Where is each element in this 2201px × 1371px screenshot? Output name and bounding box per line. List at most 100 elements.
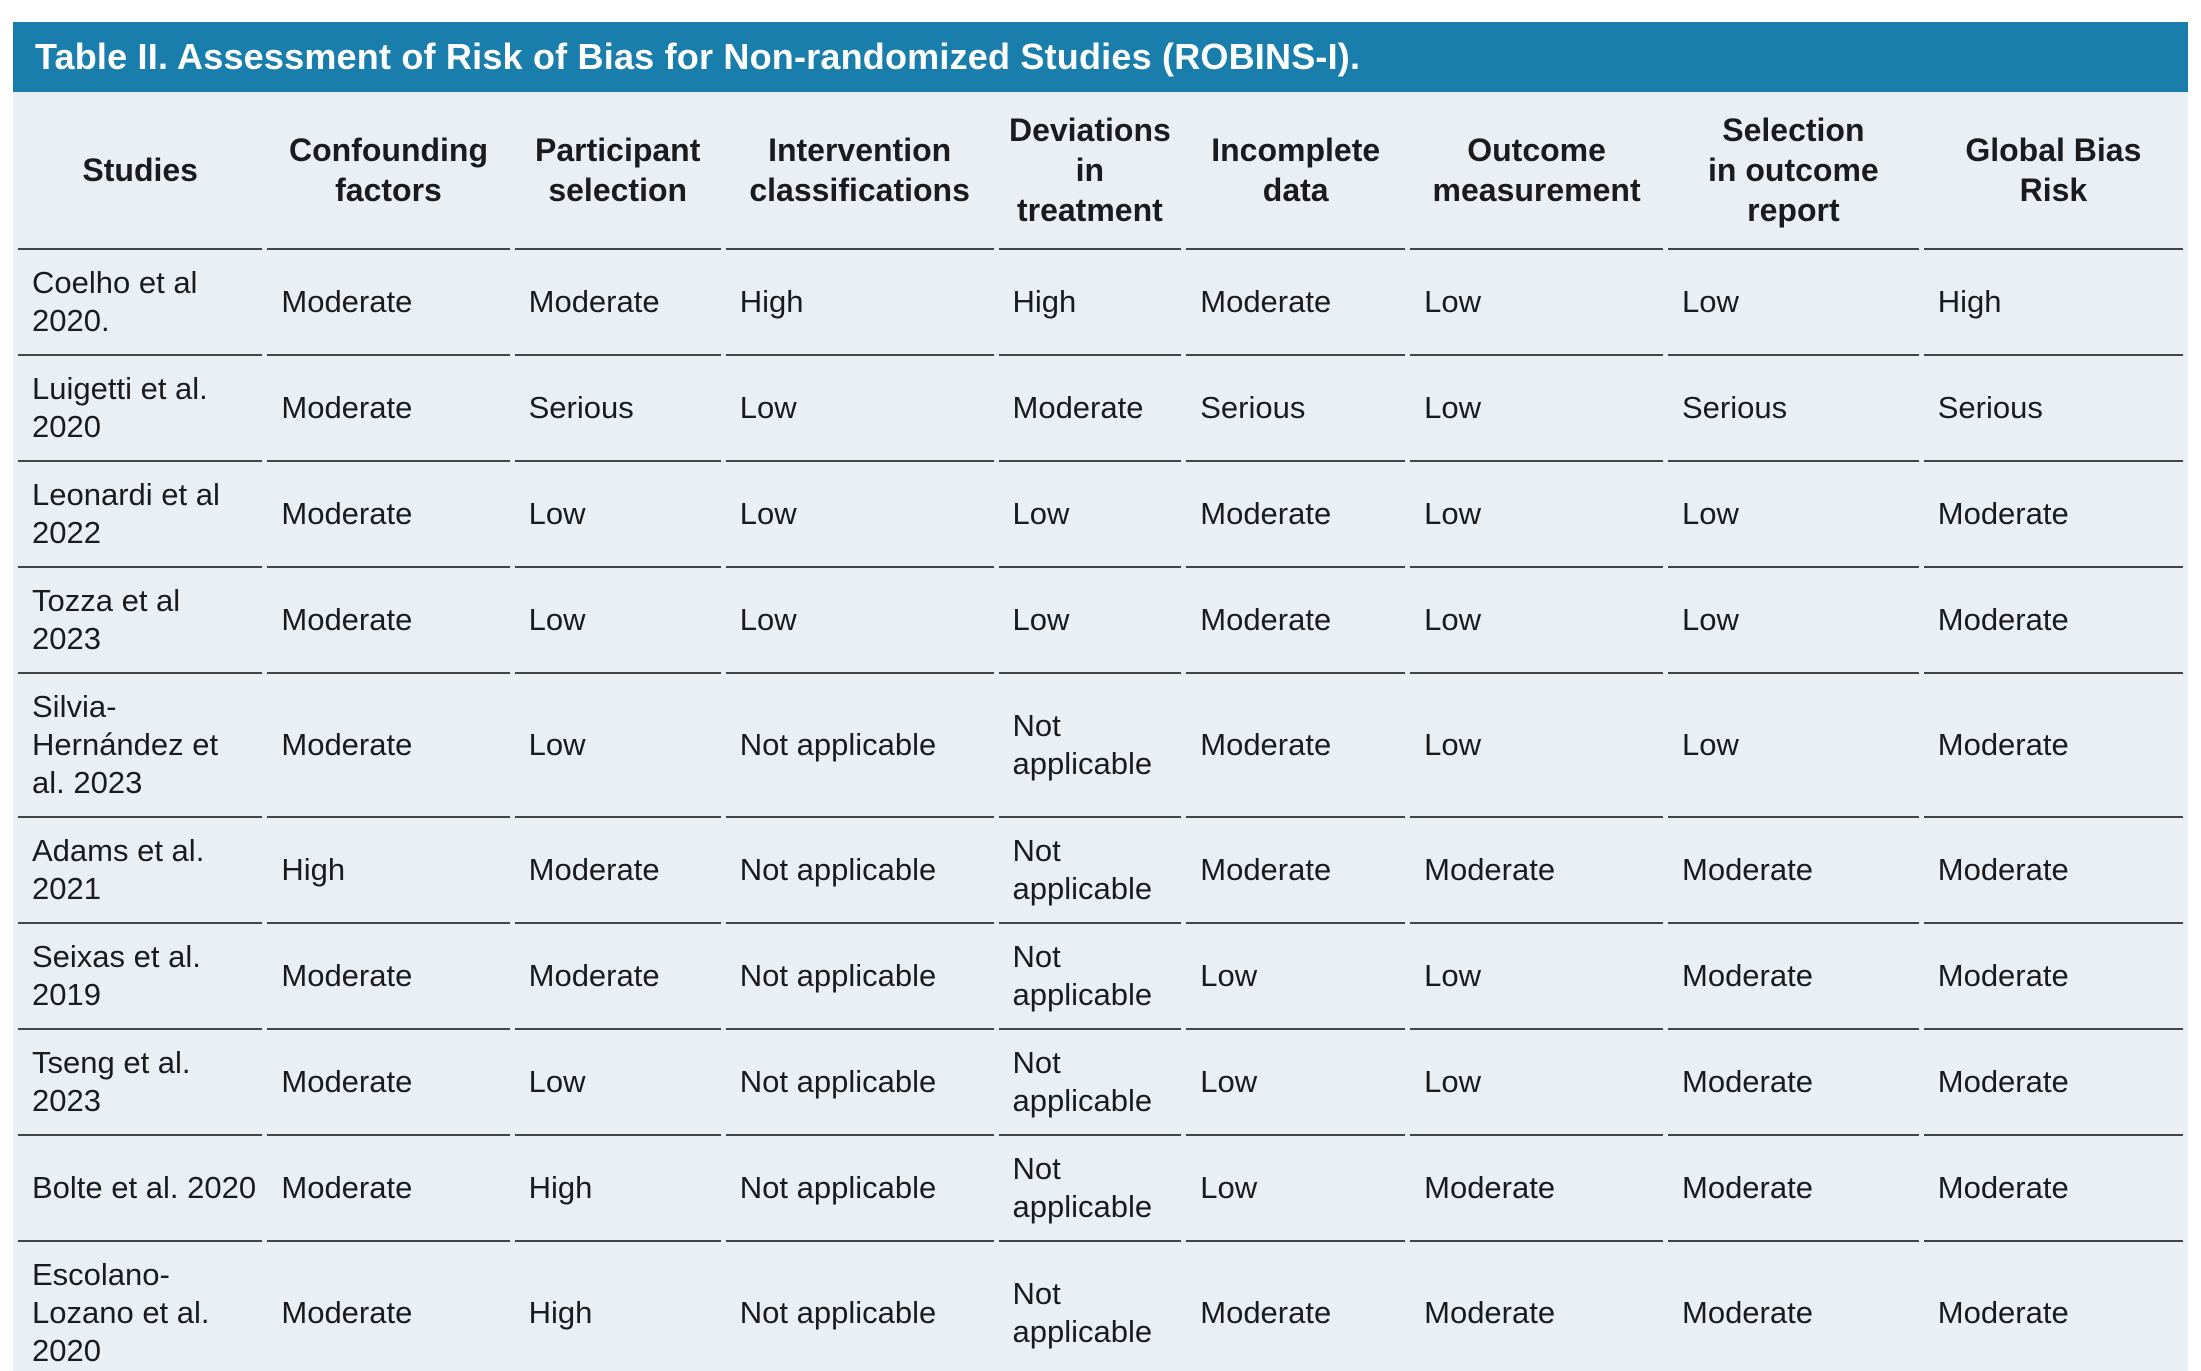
- risk-value-cell: Not applicable: [998, 674, 1182, 818]
- risk-value-cell: Low: [514, 462, 721, 568]
- risk-value-cell: Low: [1668, 674, 1919, 818]
- table-row: Leonardi et al 2022 Moderate Low Low Low Mode…: [18, 462, 2183, 568]
- risk-value-cell: High: [998, 250, 1182, 356]
- column-header-global-bias-risk: Global Bias Risk: [1923, 92, 2183, 250]
- study-name-cell: Tozza et al 2023: [18, 568, 263, 674]
- risk-value-cell: Low: [1410, 924, 1663, 1030]
- risk-value-cell: Moderate: [1186, 818, 1406, 924]
- study-name-cell: Coelho et al 2020.: [18, 250, 263, 356]
- risk-value-cell: Moderate: [1186, 250, 1406, 356]
- column-header-incomplete-data: Incomplete data: [1186, 92, 1406, 250]
- risk-value-cell: Moderate: [1186, 568, 1406, 674]
- table-header: Studies Confounding factors Participant …: [18, 92, 2183, 250]
- column-header-selection-in-outcome-report: Selection in outcome report: [1668, 92, 1919, 250]
- column-header-deviations-in-treatment: Deviations in treatment: [998, 92, 1182, 250]
- risk-value-cell: Low: [998, 462, 1182, 568]
- risk-value-cell: Not applicable: [725, 674, 994, 818]
- study-name-cell: Escolano-Lozano et al. 2020: [18, 1242, 262, 1371]
- risk-value-cell: Not applicable: [998, 1136, 1182, 1242]
- table-body: Coelho et al 2020. Moderate Moderate High Hi…: [18, 250, 2183, 1371]
- risk-value-cell: Moderate: [267, 1242, 509, 1371]
- risk-value-cell: Low: [1186, 1136, 1406, 1242]
- risk-value-cell: High: [1923, 250, 2183, 356]
- risk-value-cell: Moderate: [1410, 1242, 1663, 1371]
- table-row: Luigetti et al. 2020 Moderate Serious Low Mo…: [18, 356, 2183, 462]
- risk-value-cell: Low: [1668, 568, 1919, 674]
- risk-value-cell: Moderate: [267, 924, 510, 1030]
- risk-value-cell: High: [725, 250, 994, 356]
- header-row: Studies Confounding factors Participant …: [18, 92, 2183, 250]
- table-row: Bolte et al. 2020 Moderate High Not applica…: [18, 1136, 2183, 1242]
- risk-value-cell: Moderate: [998, 356, 1182, 462]
- risk-value-cell: Moderate: [1923, 568, 2183, 674]
- risk-value-cell: Moderate: [1668, 924, 1919, 1030]
- risk-value-cell: Moderate: [267, 1136, 510, 1242]
- risk-value-cell: Moderate: [1668, 1136, 1919, 1242]
- study-name-cell: Seixas et al. 2019: [18, 924, 263, 1030]
- risk-value-cell: Not applicable: [998, 818, 1182, 924]
- risk-value-cell: Not applicable: [725, 1030, 994, 1136]
- risk-value-cell: Not applicable: [999, 1242, 1182, 1371]
- risk-value-cell: Low: [1410, 356, 1663, 462]
- risk-value-cell: Not applicable: [725, 924, 994, 1030]
- table-row: Tozza et al 2023 Moderate Low Low Low Moderat…: [18, 568, 2183, 674]
- risk-value-cell: Moderate: [1923, 1136, 2183, 1242]
- risk-value-cell: Moderate: [1923, 462, 2183, 568]
- risk-value-cell: Low: [1186, 1030, 1406, 1136]
- risk-value-cell: Not applicable: [725, 818, 994, 924]
- robins-table: Studies Confounding factors Participant …: [13, 92, 2188, 1371]
- column-header-outcome-measurement: Outcome measurement: [1410, 92, 1663, 250]
- study-name-cell: Luigetti et al. 2020: [18, 356, 263, 462]
- risk-value-cell: Not applicable: [725, 1136, 994, 1242]
- risk-value-cell: High: [514, 1136, 721, 1242]
- risk-value-cell: Low: [514, 674, 721, 818]
- risk-value-cell: Moderate: [267, 250, 510, 356]
- risk-value-cell: Low: [1410, 674, 1663, 818]
- risk-value-cell: Low: [1410, 568, 1663, 674]
- risk-value-cell: Moderate: [1186, 462, 1406, 568]
- risk-value-cell: Low: [1186, 924, 1406, 1030]
- risk-value-cell: Low: [514, 568, 721, 674]
- risk-value-cell: Moderate: [1923, 924, 2183, 1030]
- risk-value-cell: Moderate: [1923, 1030, 2183, 1136]
- risk-value-cell: Moderate: [267, 568, 510, 674]
- risk-value-cell: Moderate: [1410, 818, 1663, 924]
- study-name-cell: Silvia-Hernández et al. 2023: [18, 674, 263, 818]
- risk-value-cell: Moderate: [267, 356, 510, 462]
- risk-value-cell: Moderate: [1923, 818, 2183, 924]
- risk-value-cell: High: [267, 818, 510, 924]
- table-panel: Studies Confounding factors Participant …: [13, 92, 2188, 1371]
- risk-value-cell: Moderate: [1186, 1242, 1405, 1371]
- risk-value-cell: Not applicable: [998, 1030, 1182, 1136]
- table-row: Adams et al. 2021 High Moderate Not applica…: [18, 818, 2183, 924]
- table-row: Seixas et al. 2019 Moderate Moderate Not ap…: [18, 924, 2183, 1030]
- risk-value-cell: Moderate: [1668, 1030, 1919, 1136]
- risk-value-cell: Not applicable: [726, 1242, 994, 1371]
- risk-value-cell: Moderate: [1668, 818, 1919, 924]
- table-title-bar: Table II. Assessment of Risk of Bias for…: [13, 22, 2188, 92]
- column-header-studies: Studies: [18, 92, 263, 250]
- study-name-cell: Leonardi et al 2022: [18, 462, 263, 568]
- risk-value-cell: Serious: [1668, 356, 1919, 462]
- risk-value-cell: Serious: [1186, 356, 1406, 462]
- study-name-cell: Bolte et al. 2020: [18, 1136, 263, 1242]
- risk-value-cell: Not applicable: [998, 924, 1182, 1030]
- risk-value-cell: Low: [725, 462, 994, 568]
- risk-value-cell: Low: [725, 356, 994, 462]
- risk-value-cell: Moderate: [267, 462, 510, 568]
- table-row: Tseng et al. 2023 Moderate Low Not applicab…: [18, 1030, 2183, 1136]
- risk-value-cell: Low: [1410, 250, 1663, 356]
- risk-value-cell: Moderate: [1923, 674, 2183, 818]
- risk-value-cell: Moderate: [514, 818, 721, 924]
- table-row: Silvia-Hernández et al. 2023 Moderate Low N…: [18, 674, 2183, 818]
- study-name-cell: Tseng et al. 2023: [18, 1030, 263, 1136]
- risk-value-cell: Low: [1410, 462, 1663, 568]
- risk-value-cell: Low: [725, 568, 994, 674]
- risk-value-cell: Moderate: [514, 250, 721, 356]
- risk-value-cell: Moderate: [1924, 1242, 2183, 1371]
- risk-value-cell: Low: [1410, 1030, 1663, 1136]
- risk-value-cell: High: [515, 1242, 721, 1371]
- risk-value-cell: Low: [514, 1030, 721, 1136]
- column-header-intervention-classifications: Intervention classifications: [725, 92, 994, 250]
